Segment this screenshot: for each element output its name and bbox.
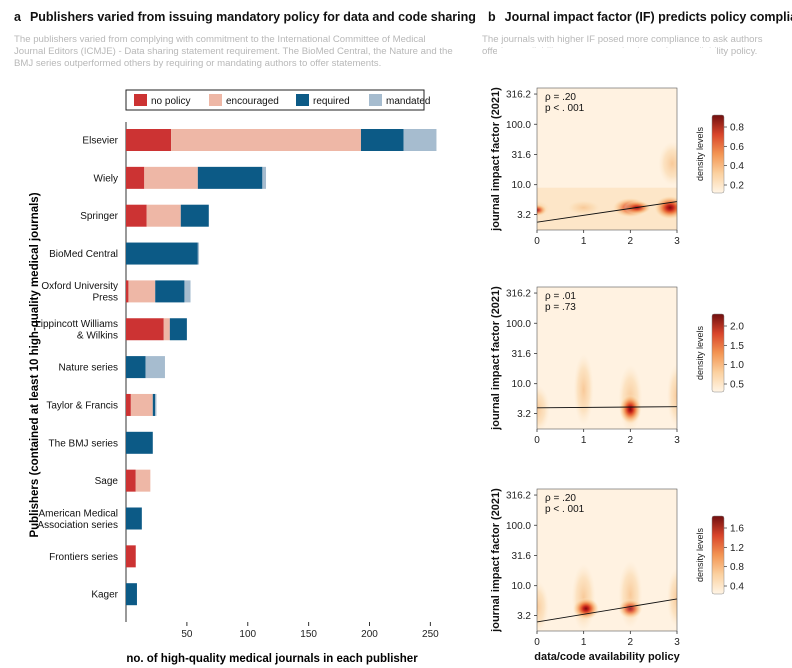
bar-segment-mandated [197, 242, 200, 265]
bar-segment-required [126, 507, 142, 530]
x-tick-label: 200 [361, 629, 378, 640]
category-label: American Medical Association series [37, 508, 118, 531]
bar-segment-mandated [184, 280, 191, 303]
panel-a-letter: a [14, 10, 21, 24]
panel-a-description: The publishers varied from complying wit… [14, 34, 453, 69]
category-label: Nature series [59, 363, 118, 374]
bar-segment-required [360, 129, 404, 151]
category-label: Wiely [94, 173, 118, 184]
category-label: The BMJ series [49, 438, 118, 449]
legend-label: required [313, 96, 350, 107]
category-label: BioMed Central [49, 249, 118, 260]
legend-swatch [369, 94, 382, 106]
bar-segment-required [126, 431, 153, 454]
legend-label: mandated [386, 96, 430, 107]
bar-segment-encouraged [144, 166, 198, 189]
bar-segment-no-policy [126, 129, 172, 151]
panel-a-title-text: Publishers varied from issuing mandatory… [29, 10, 476, 24]
bar-plot-area: 50 100 150 200 250 Elsevier Wiely Springer BioMe… [35, 122, 439, 640]
legend-label: no policy [151, 96, 190, 107]
bar-segment-mandated [145, 356, 165, 379]
panel-b-letter: b [488, 10, 496, 24]
panel-a-title: a Publishers varied from issuing mandator… [14, 10, 476, 24]
bar-segment-encouraged [130, 393, 153, 416]
legend-swatch [209, 94, 222, 106]
category-label: Lippincott Williams & Wilkins [35, 319, 118, 342]
bar-segment-mandated [155, 393, 157, 416]
legend: no policy encouraged required mandated [125, 89, 430, 111]
legend-swatch [296, 94, 309, 106]
x-axis-label: no. of high-quality medical journals in … [126, 653, 418, 665]
bar-segment-no-policy [126, 318, 164, 341]
bar-segment-required [126, 583, 137, 606]
panel-b-title: b Journal impact factor (IF) predicts pol… [488, 10, 792, 24]
category-label: Oxford University Press [41, 281, 118, 304]
bar-segment-encouraged [171, 129, 361, 151]
x-tick-label: 150 [300, 629, 317, 640]
bar-segment-no-policy [126, 166, 145, 189]
panel-b-title-text: Journal impact factor (IF) predicts poli… [504, 10, 792, 24]
bar-segment-required [126, 356, 146, 379]
legend-swatch [134, 94, 147, 106]
category-label: Frontiers series [49, 552, 118, 563]
bar-segment-required [155, 280, 185, 303]
legend-label: encouraged [226, 96, 279, 107]
x-tick-label: 250 [422, 629, 439, 640]
category-label: Elsevier [82, 136, 118, 147]
y-axis-label: Publishers (contained at least 10 high-q… [29, 192, 41, 537]
bar-segment-no-policy [126, 469, 136, 492]
category-label: Sage [95, 476, 119, 487]
bar-segment-no-policy [126, 280, 129, 303]
bar-segment-no-policy [126, 545, 136, 568]
bar-segment-encouraged [146, 204, 181, 227]
bar-segment-mandated [403, 129, 437, 151]
bar-segment-required [197, 166, 263, 189]
bar-segment-required [180, 204, 209, 227]
bar-segment-encouraged [135, 469, 151, 492]
legend-box [125, 89, 425, 111]
x-tick-label: 50 [181, 629, 193, 640]
bar-segment-required [152, 393, 156, 416]
category-label: Kager [91, 590, 118, 601]
bar-segment-encouraged [128, 280, 156, 303]
bar-segment-required [126, 242, 198, 265]
bar-segment-mandated [262, 166, 267, 189]
bar-segment-required [169, 318, 187, 341]
category-label: Taylor & Francis [46, 400, 118, 411]
bar-segment-encouraged [163, 318, 170, 341]
bar-segment-no-policy [126, 393, 131, 416]
bar-segment-no-policy [126, 204, 147, 227]
category-label: Springer [80, 211, 118, 222]
x-tick-label: 100 [239, 629, 256, 640]
